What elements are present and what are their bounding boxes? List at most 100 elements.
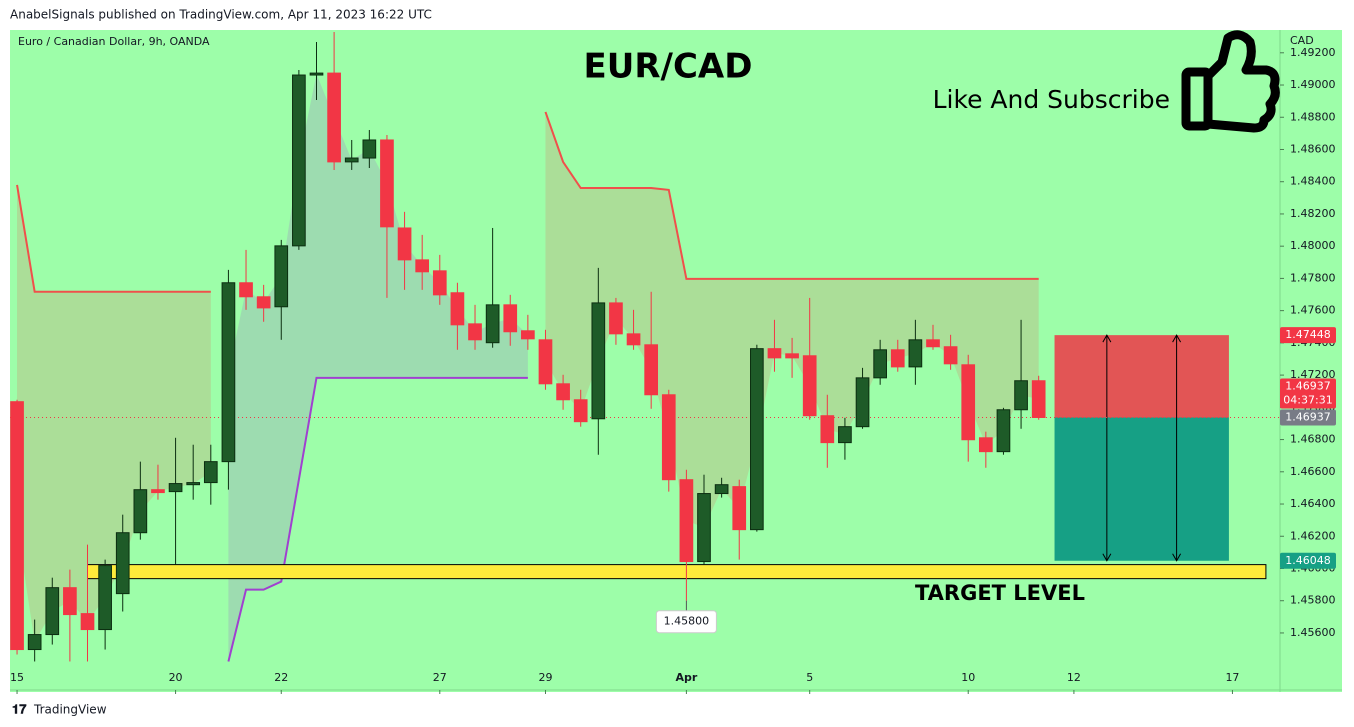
candle-body xyxy=(591,302,606,420)
candle-body xyxy=(1031,380,1046,418)
chart-title: EUR/CAD xyxy=(584,47,753,87)
candle-body xyxy=(732,486,747,531)
candle-body xyxy=(239,282,253,298)
candle-body xyxy=(274,245,289,308)
candle-body xyxy=(573,399,588,423)
candle-body xyxy=(908,339,923,368)
candle-body xyxy=(996,409,1011,453)
trend-line xyxy=(544,111,1039,280)
y-tick-label: 1.45600 xyxy=(1290,626,1336,639)
y-tick-label: 1.46600 xyxy=(1290,465,1336,478)
trend-line xyxy=(227,376,528,662)
candle-body xyxy=(873,349,887,379)
x-tick-label: 29 xyxy=(538,671,552,684)
candle-body xyxy=(838,426,852,444)
x-tick-label: 12 xyxy=(1067,671,1081,684)
candle-body xyxy=(468,323,482,341)
candle-body xyxy=(926,339,940,348)
candle-body xyxy=(609,302,623,335)
last-price-label: 1.46937 xyxy=(1285,379,1331,392)
y-tick-label: 1.48000 xyxy=(1290,239,1336,252)
candle-body xyxy=(503,304,518,333)
candle-body xyxy=(679,479,694,563)
y-tick-label: 1.49000 xyxy=(1290,78,1336,91)
candle-body xyxy=(802,355,817,417)
candle-body xyxy=(1014,380,1028,411)
candle-body xyxy=(362,139,377,159)
candle-body xyxy=(785,353,799,359)
header: AnabelSignals published on TradingView.c… xyxy=(10,8,432,22)
y-tick-label: 1.46400 xyxy=(1290,497,1336,510)
subtitle: Euro / Canadian Dollar, 9h, OANDA xyxy=(18,35,210,48)
entry-price-label-box xyxy=(1280,409,1336,426)
y-tick-label: 1.49200 xyxy=(1290,46,1336,59)
candle-body xyxy=(80,613,95,631)
trend-line xyxy=(16,184,211,293)
like-text: Like And Subscribe xyxy=(933,85,1170,114)
target-zone xyxy=(87,564,1267,580)
candle-body xyxy=(256,296,271,309)
candle-body xyxy=(626,333,641,346)
candle-body xyxy=(538,339,553,385)
candle-body xyxy=(767,348,782,359)
entry-price-label: 1.46937 xyxy=(1285,410,1331,423)
candle-body xyxy=(697,493,711,563)
stop-price-label: 1.47448 xyxy=(1285,328,1331,341)
candle-body xyxy=(309,72,324,76)
y-tick-label: 1.46800 xyxy=(1290,433,1336,446)
x-tick-label: Apr xyxy=(675,671,697,684)
candle-body xyxy=(327,72,341,163)
candle-body xyxy=(203,461,218,484)
candle-body xyxy=(978,437,993,453)
x-tick-label: 10 xyxy=(961,671,975,684)
candle-body xyxy=(98,565,112,631)
candle-body xyxy=(750,348,764,531)
y-tick-label: 1.48600 xyxy=(1290,142,1336,155)
x-tick-label: 20 xyxy=(169,671,183,684)
candle-body xyxy=(115,532,130,595)
y-tick-label: 1.47600 xyxy=(1290,304,1336,317)
candle-body xyxy=(45,587,60,636)
candle-body xyxy=(10,401,24,651)
y-tick-label: 1.45800 xyxy=(1290,594,1336,607)
tv-logo: 𝟏𝟕 xyxy=(12,703,27,718)
target-text: TARGET LEVEL xyxy=(915,581,1085,605)
candle-body xyxy=(168,483,183,493)
y-tick-label: 1.48400 xyxy=(1290,175,1336,188)
x-tick-label: 17 xyxy=(1225,671,1239,684)
last-price-label-box xyxy=(1280,378,1336,409)
target-price-label-box xyxy=(1280,552,1336,569)
x-tick-label: 22 xyxy=(274,671,288,684)
candle-body xyxy=(344,157,359,163)
candle-body xyxy=(380,139,394,228)
candle-body xyxy=(644,344,659,396)
plot-area xyxy=(10,32,1280,662)
arrow-head xyxy=(1102,334,1112,562)
stop-price-label-box xyxy=(1280,327,1336,344)
candle-body xyxy=(890,349,905,368)
y-tick-label: 1.48800 xyxy=(1290,110,1336,123)
candle-body xyxy=(661,394,676,481)
low-label-box xyxy=(655,610,717,634)
y-tick-label: 1.47800 xyxy=(1290,271,1336,284)
candle-body xyxy=(855,377,870,428)
candle-body xyxy=(221,282,236,463)
x-tick-label: 27 xyxy=(433,671,447,684)
thumbs-up-icon xyxy=(1181,30,1280,133)
trend-fill xyxy=(17,184,211,643)
stop-zone xyxy=(1054,335,1229,418)
candle-body xyxy=(63,587,77,616)
y-axis-label: CAD xyxy=(1290,34,1314,47)
target-zone-profit xyxy=(1054,417,1229,561)
arrow-head xyxy=(1172,334,1182,562)
candle-body xyxy=(397,227,412,261)
candle-body xyxy=(151,489,165,494)
target-price-label: 1.46048 xyxy=(1285,554,1331,567)
footer: TradingView xyxy=(33,703,107,717)
candle-body xyxy=(133,489,148,534)
candle-body xyxy=(485,304,500,344)
candle-body xyxy=(521,330,535,340)
y-tick-label: 1.46200 xyxy=(1290,529,1336,542)
candle-body xyxy=(450,292,465,326)
